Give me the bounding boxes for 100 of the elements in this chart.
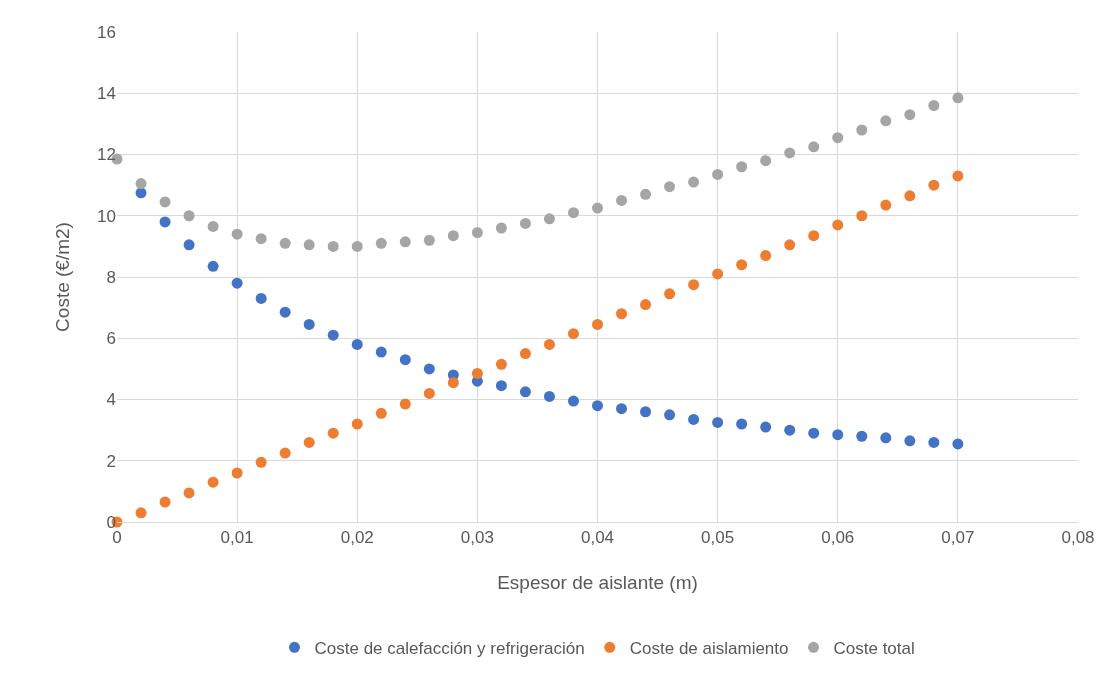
point [640,188,652,200]
point [784,239,796,251]
point [231,277,243,289]
point [928,100,940,111]
point [519,386,531,398]
point [712,416,724,428]
point [808,427,820,439]
point [183,487,195,499]
point [808,230,820,242]
point [880,432,892,444]
point [952,438,964,450]
legend-label: Coste de aislamiento [629,638,789,658]
point [856,430,868,442]
x-tick-label: 0,04 [580,528,615,548]
point [640,299,652,311]
y-tick-label: 8 [106,267,116,287]
point [736,259,748,271]
point [495,358,507,370]
point [303,239,315,251]
point [231,228,243,240]
x-tick-label: 0,01 [220,528,254,548]
legend-label: Coste total [833,638,915,658]
point [159,496,171,508]
point [712,268,724,280]
point [543,338,555,350]
point [519,217,531,229]
point [856,210,868,222]
y-tick-label: 16 [97,22,116,42]
x-tick-label: 0,02 [340,528,374,548]
point [904,109,916,121]
point [135,507,147,519]
point [880,199,892,211]
x-tick-label: 0,05 [701,528,735,548]
point [447,377,459,389]
point [664,288,676,300]
point [712,168,724,180]
point [760,421,772,433]
point [664,409,676,421]
point [327,329,339,341]
point [159,216,171,228]
point [784,147,796,159]
point [375,346,387,358]
point [592,400,603,412]
point [832,429,844,441]
point [159,196,171,208]
point [928,179,940,191]
point [543,213,555,225]
point [952,92,964,104]
point [592,202,603,214]
point [832,132,844,144]
point [207,260,219,272]
point [351,240,363,252]
y-tick-label: 2 [106,451,116,471]
point [616,308,628,320]
point [231,467,243,479]
point [279,447,291,459]
point [952,170,964,182]
point [808,141,820,153]
point [207,476,219,488]
point [183,210,195,222]
y-tick-label: 14 [97,84,116,104]
point [375,237,387,249]
point [303,318,315,330]
x-tick-label: 0,08 [1061,528,1095,548]
point [303,436,315,448]
point [399,354,411,366]
point [495,222,507,234]
point [832,219,844,231]
point [616,194,628,206]
x-tick-label: 0,06 [821,528,855,548]
point [592,318,603,330]
point [760,155,772,167]
point [183,239,195,251]
y-axis-title: Coste (€/m2) [52,222,73,332]
point [399,398,411,410]
y-tick-label: 12 [97,145,116,165]
point [736,161,748,173]
point [327,240,339,252]
point [471,227,483,239]
point [856,124,868,136]
point [423,387,435,399]
point [279,237,291,249]
legend-label: Coste de calefacción y refrigeración [314,638,585,658]
point [447,230,459,242]
point [351,418,363,430]
point [904,190,916,202]
point [567,207,579,219]
point [423,363,435,375]
point [327,427,339,439]
y-tick-label: 10 [97,206,116,226]
point [495,380,507,392]
x-axis-title: Espesor de aislante (m) [497,572,698,593]
point [784,424,796,436]
point [567,328,579,340]
point [904,435,916,447]
point [207,220,219,232]
point [760,250,772,262]
point [135,178,147,190]
point [640,406,652,418]
y-tick-label: 0 [106,512,116,532]
